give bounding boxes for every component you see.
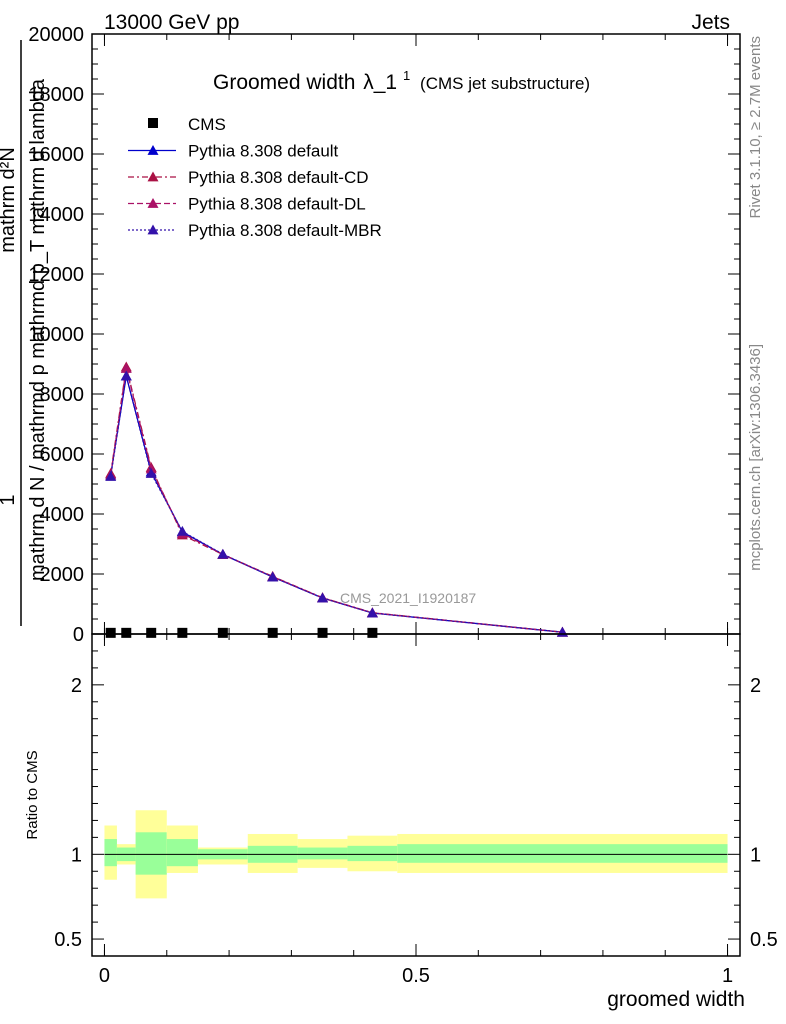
- data-point: [120, 370, 132, 381]
- data-point: [317, 592, 329, 603]
- chart-title: Groomed width λ_1 1 (CMS jet substructur…: [213, 62, 590, 94]
- side-label-bottom: mcplots.cern.ch [arXiv:1306.3436]: [747, 344, 764, 571]
- y-tick-label: 20000: [28, 24, 84, 46]
- legend-label: Pythia 8.308 default-CD: [188, 168, 369, 187]
- y-tick-label: 14000: [28, 204, 84, 226]
- main-y-label: mathrm d²N 1 mathrm d N / mathrmd p math…: [0, 40, 49, 626]
- y-tick-label: 4000: [40, 504, 85, 526]
- inner-band: [104, 839, 117, 867]
- chart-title-sup: 1: [403, 68, 410, 83]
- energy-label: 13000 GeV pp: [104, 11, 239, 34]
- data-point: [145, 468, 157, 478]
- ratio-y-tick-label-right: 0.5: [750, 929, 778, 951]
- data-point: [176, 525, 188, 536]
- ylabel-numerator: 1: [0, 494, 19, 505]
- y-tick-label: 16000: [28, 144, 84, 166]
- legend-entry: Pythia 8.308 default: [128, 142, 339, 161]
- watermark: CMS_2021_I1920187: [340, 590, 476, 606]
- series-0: [105, 627, 378, 638]
- legend-entry: Pythia 8.308 default-MBR: [128, 221, 382, 240]
- data-point: [105, 471, 117, 481]
- chart-title-symbol: λ_1: [363, 71, 397, 94]
- data-point: [267, 627, 278, 638]
- main-series: [105, 361, 568, 638]
- legend-marker: [147, 145, 159, 155]
- x-tick-label: 1: [722, 965, 733, 987]
- main-panel: 0 2000 4000 6000 8000 10000 12000 14000 16000 180…: [28, 24, 741, 646]
- ratio-frame: [91, 633, 741, 957]
- inner-band: [166, 839, 198, 867]
- ratio-x-ticks: 0 0.5 1: [99, 634, 733, 987]
- series-line: [110, 368, 563, 633]
- side-label-top: Rivet 3.1.10, ≥ 2.7M events: [747, 36, 764, 219]
- legend-marker: [147, 198, 159, 208]
- x-axis-label: groomed width: [607, 988, 745, 1011]
- legend-label: CMS: [188, 115, 226, 134]
- inner-band: [297, 847, 348, 860]
- y-tick-label: 0: [73, 624, 84, 646]
- legend-marker: [147, 224, 159, 235]
- data-point: [121, 627, 132, 638]
- ratio-y-tick-label: 1: [71, 844, 82, 866]
- y-tick-label: 6000: [40, 444, 85, 466]
- ratio-panel: 0.5 0.51 12 2 0 0.5 1: [54, 633, 778, 987]
- legend-label: Pythia 8.308 default-DL: [188, 195, 366, 214]
- legend-marker: [148, 118, 158, 128]
- data-point: [105, 627, 116, 638]
- ylabel-top: mathrm d²N: [0, 147, 19, 253]
- main-y-ticks: 0 2000 4000 6000 8000 10000 12000 14000 16000 180…: [28, 24, 740, 646]
- y-tick-label: 10000: [28, 324, 84, 346]
- ratio-y-ticks: 0.5 0.5 1 1 2 2: [54, 650, 778, 951]
- data-point: [177, 627, 188, 638]
- ylabel-denominator: mathrm d N / mathrmd p mathrmd p_T mathr…: [27, 78, 49, 581]
- ratio-y-label: Ratio to CMS: [24, 750, 41, 839]
- data-point: [146, 627, 157, 638]
- chart-title-text: Groomed width: [213, 71, 355, 94]
- legend-entry: Pythia 8.308 default-CD: [128, 168, 369, 187]
- data-point: [366, 607, 378, 618]
- data-point: [120, 363, 132, 373]
- data-point: [317, 627, 328, 638]
- y-tick-label: 8000: [40, 384, 85, 406]
- legend-label: Pythia 8.308 default-MBR: [188, 221, 382, 240]
- series-2: [105, 361, 568, 637]
- data-point: [367, 627, 378, 638]
- data-point: [217, 548, 229, 559]
- legend-marker: [147, 171, 159, 182]
- ratio-y-tick-label: 2: [71, 675, 82, 697]
- chart-subtitle: (CMS jet substructure): [420, 74, 590, 93]
- legend-entry: CMS: [148, 115, 226, 134]
- inner-band: [135, 832, 167, 875]
- inner-band: [397, 844, 728, 863]
- series-line: [110, 366, 563, 633]
- y-tick-label: 12000: [28, 264, 84, 286]
- y-tick-label: 18000: [28, 84, 84, 106]
- series-1: [105, 370, 568, 637]
- data-point: [267, 571, 279, 582]
- data-point: [217, 627, 228, 638]
- ratio-y-tick-label: 0.5: [54, 929, 82, 951]
- x-tick-label: 0.5: [402, 965, 430, 987]
- category-label: Jets: [691, 11, 730, 34]
- series-3: [105, 363, 568, 637]
- ratio-y-tick-label-right: 2: [750, 675, 761, 697]
- ratio-y-tick-label-right: 1: [750, 844, 761, 866]
- legend-label: Pythia 8.308 default: [188, 142, 339, 161]
- series-line: [110, 375, 563, 633]
- legend: CMS Pythia 8.308 default Pythia 8.308 defa…: [128, 115, 382, 240]
- x-tick-label: 0: [99, 965, 110, 987]
- legend-entry: Pythia 8.308 default-DL: [128, 195, 366, 214]
- series-line: [110, 375, 563, 633]
- inner-band: [347, 845, 398, 862]
- series-4: [105, 370, 568, 637]
- y-tick-label: 2000: [40, 564, 85, 586]
